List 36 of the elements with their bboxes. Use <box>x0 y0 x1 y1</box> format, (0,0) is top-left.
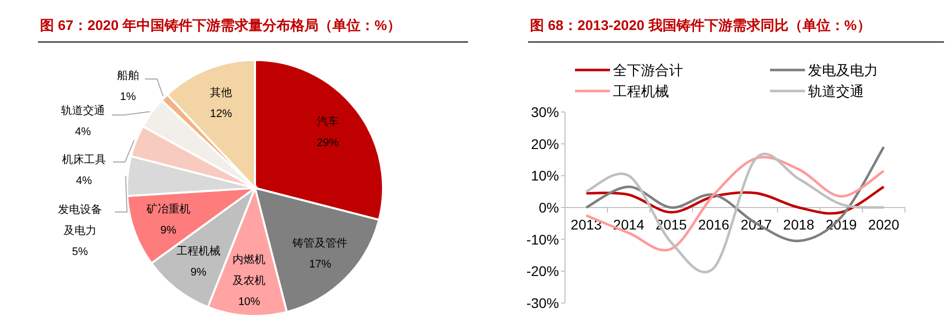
slice-label: 工程机械 <box>176 244 221 258</box>
y-tick-label: 30% <box>530 104 559 120</box>
data-label: 10% <box>238 296 260 308</box>
slice-label: 机床工具 <box>62 153 106 166</box>
slice-label: 发电设备及电力 <box>58 203 102 237</box>
slice-label: 铸管及管件 <box>292 238 348 250</box>
x-tick-label: 2018 <box>783 216 815 232</box>
data-label: 4% <box>75 126 92 138</box>
slice-label: 轨道交通 <box>61 104 105 117</box>
data-label: 29% <box>316 137 340 150</box>
chart-title: 图 67：2020 年中国铸件下游需求量分布格局（单位：%） <box>40 17 401 33</box>
data-label: 9% <box>190 266 207 278</box>
y-tick-label: 10% <box>530 168 559 184</box>
data-label: 12% <box>210 108 232 120</box>
slice-label: 汽车 <box>316 115 339 128</box>
slice-label: 其他 <box>210 86 232 99</box>
y-tick-label: 0% <box>538 200 559 216</box>
data-label: 17% <box>309 258 332 271</box>
y-tick-label: -10% <box>526 231 559 248</box>
data-label: 4% <box>76 175 92 187</box>
slice-label: 船舶 <box>117 70 139 82</box>
legend-label: 发电及电力 <box>808 62 878 78</box>
legend-label: 全下游合计 <box>613 62 683 78</box>
y-tick-label: 20% <box>530 136 559 152</box>
legend-label: 工程机械 <box>613 83 669 99</box>
x-tick-label: 2016 <box>698 216 730 232</box>
slice-label: 矿冶重机 <box>145 202 190 216</box>
data-label: 9% <box>160 224 176 237</box>
y-tick-label: -30% <box>526 295 559 311</box>
data-label: 5% <box>72 246 88 258</box>
legend-label: 轨道交通 <box>808 83 864 99</box>
data-label: 1% <box>120 91 136 103</box>
x-tick-label: 2020 <box>868 216 900 232</box>
slice-label: 内燃机及农机 <box>232 252 266 287</box>
y-tick-label: -20% <box>526 263 559 280</box>
chart-title: 图 68：2013-2020 我国铸件下游需求同比（单位：%） <box>530 17 871 33</box>
